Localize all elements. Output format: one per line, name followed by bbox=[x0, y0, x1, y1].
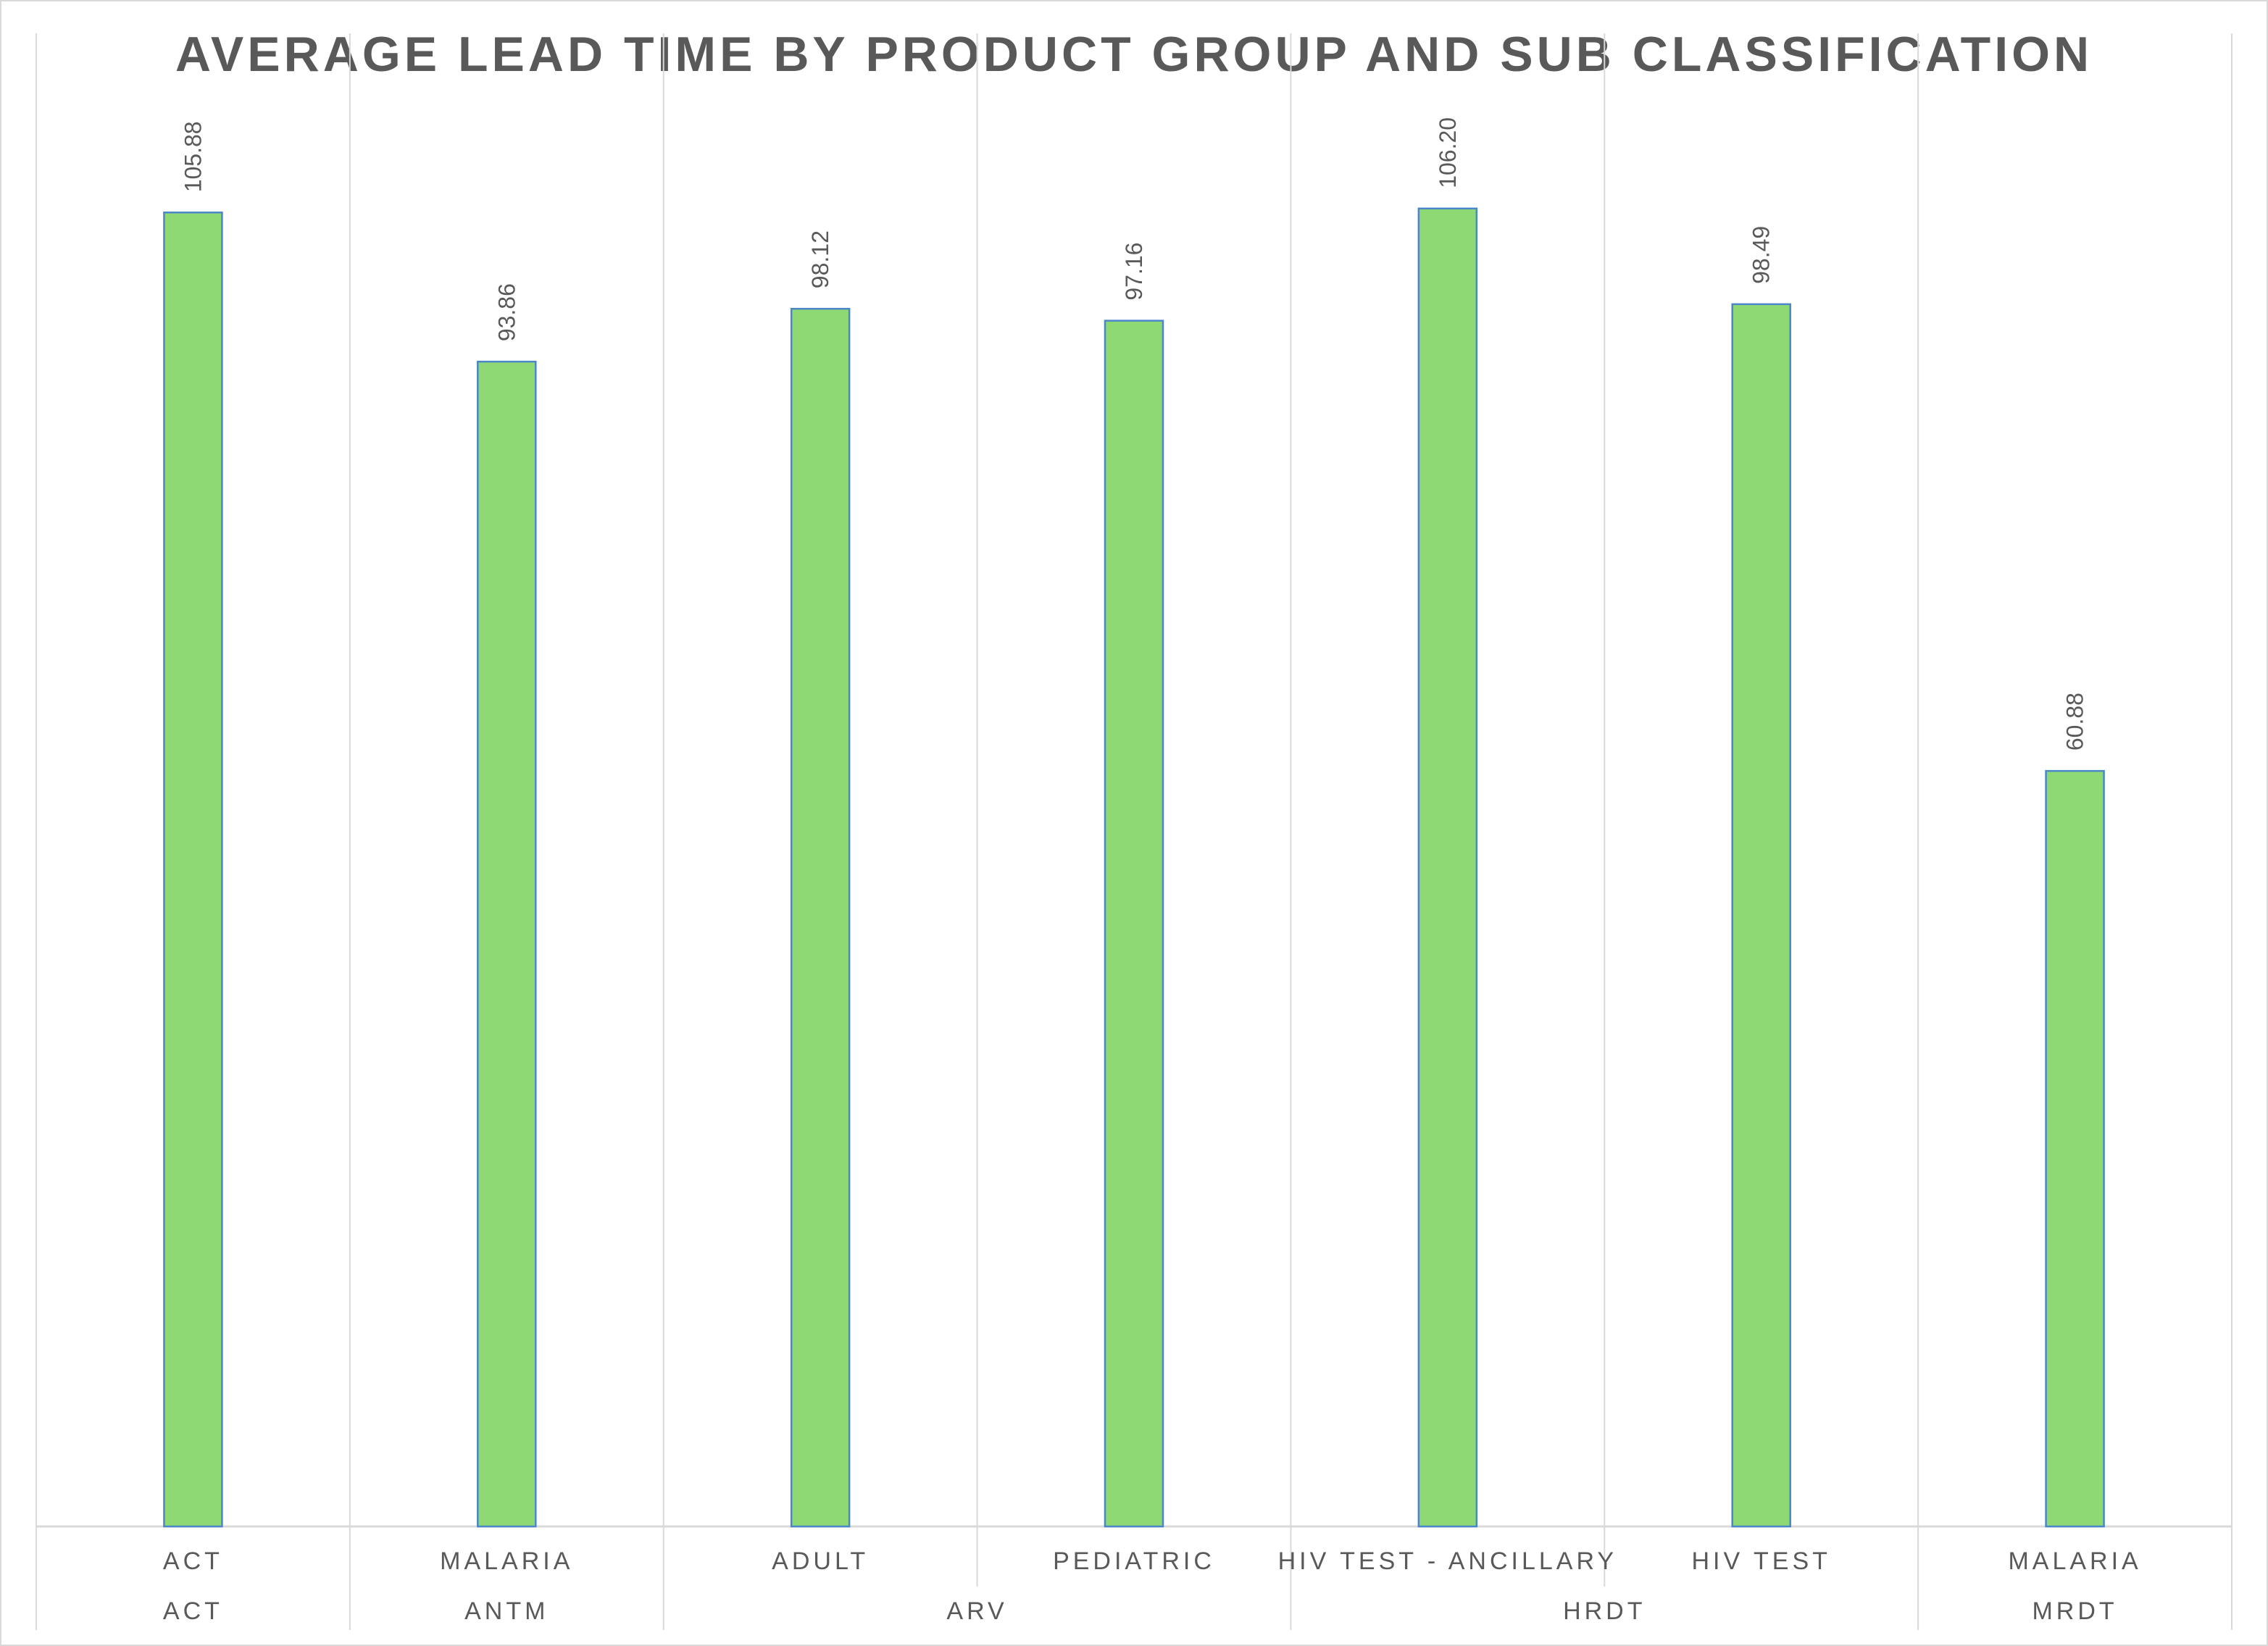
group-label-1: ACT bbox=[163, 1597, 223, 1625]
group-label-3: ARV bbox=[946, 1597, 1007, 1625]
bar-5 bbox=[1417, 207, 1478, 1528]
bar-4 bbox=[1104, 319, 1164, 1528]
bar-2 bbox=[477, 360, 537, 1528]
data-label-5: 106.20 bbox=[1435, 117, 1461, 188]
data-label-7: 60.88 bbox=[2062, 693, 2088, 751]
data-label-1: 105.88 bbox=[180, 121, 206, 192]
group-label-5: MRDT bbox=[2032, 1597, 2117, 1625]
category-label-2: MALARIA bbox=[440, 1547, 573, 1575]
data-label-3: 98.12 bbox=[807, 230, 833, 288]
group-label-2: ANTM bbox=[464, 1597, 549, 1625]
bar-3 bbox=[790, 307, 851, 1528]
category-label-1: ACT bbox=[163, 1547, 223, 1575]
bar-7 bbox=[2045, 769, 2105, 1528]
category-label-4: PEDIATRIC bbox=[1053, 1547, 1215, 1575]
bar-6 bbox=[1731, 303, 1791, 1528]
category-label-5: HIV TEST - ANCILLARY bbox=[1278, 1547, 1617, 1575]
bar-1 bbox=[163, 212, 223, 1528]
category-label-6: HIV TEST bbox=[1692, 1547, 1831, 1575]
group-label-4: HRDT bbox=[1563, 1597, 1646, 1625]
category-label-3: ADULT bbox=[772, 1547, 869, 1575]
chart-title: AVERAGE LEAD TIME BY PRODUCT GROUP AND S… bbox=[175, 27, 2093, 82]
category-label-7: MALARIA bbox=[2008, 1547, 2141, 1575]
data-label-6: 98.49 bbox=[1748, 226, 1775, 284]
data-label-4: 97.16 bbox=[1121, 243, 1147, 301]
data-label-2: 93.86 bbox=[493, 283, 520, 341]
